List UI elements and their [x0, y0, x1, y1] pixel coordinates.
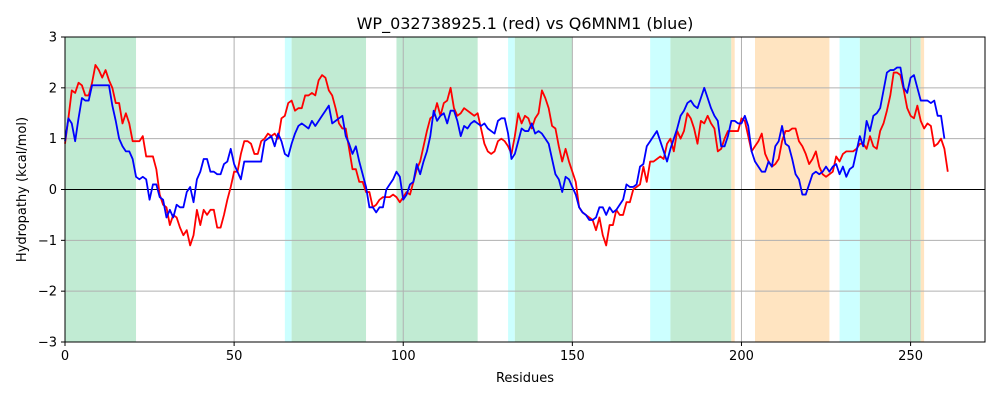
chart-title: WP_032738925.1 (red) vs Q6MNM1 (blue)	[357, 14, 694, 34]
y-tick-label: −3	[38, 336, 57, 351]
y-tick-label: −1	[38, 234, 57, 249]
series-lines	[64, 64, 949, 247]
x-tick-label: 250	[898, 349, 923, 364]
series-line-blue	[64, 66, 946, 221]
x-tick-label: 150	[560, 349, 585, 364]
x-tick-label: 0	[61, 349, 69, 364]
y-tick-label: 0	[49, 183, 57, 198]
y-tick-label: 2	[49, 81, 57, 96]
x-tick-label: 50	[226, 349, 243, 364]
x-tick-label: 200	[729, 349, 754, 364]
x-axis-ticks: 0 50 100 150 200 250	[61, 342, 923, 364]
y-tick-label: 3	[49, 31, 57, 46]
x-tick-label: 100	[391, 349, 416, 364]
series-line-red	[64, 64, 949, 247]
x-axis-label: Residues	[496, 371, 554, 386]
y-axis-ticks: −3 −2 −1 0 1 2 3	[38, 31, 65, 351]
y-tick-label: 1	[49, 132, 57, 147]
y-tick-label: −2	[38, 285, 57, 300]
y-axis-label: Hydropathy (kcal/mol)	[15, 117, 30, 262]
